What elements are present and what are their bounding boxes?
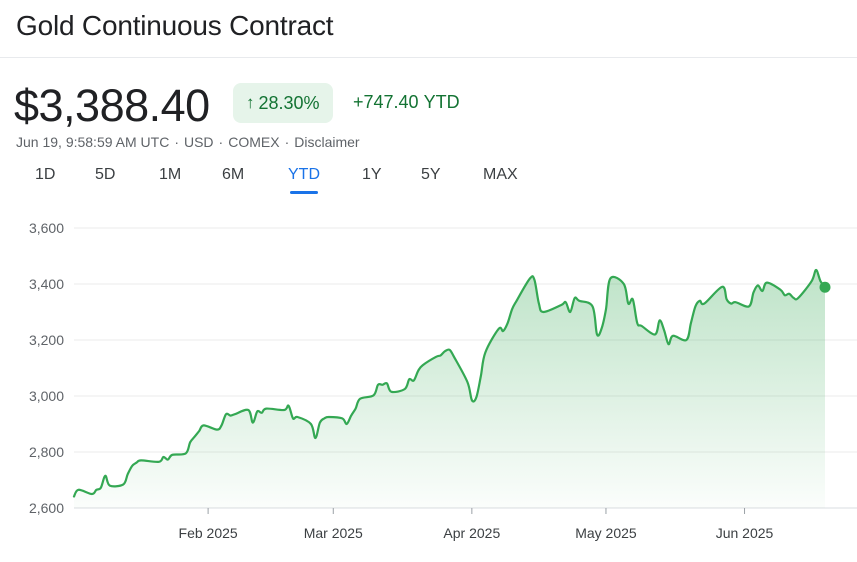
quote-exchange: COMEX [228, 134, 280, 150]
tab-1d[interactable]: 1D [35, 166, 56, 183]
header-divider [0, 57, 857, 58]
x-tick-label: Feb 2025 [179, 525, 238, 541]
price-area [74, 270, 825, 508]
meta-separator: · [174, 134, 179, 150]
meta-separator: · [284, 134, 290, 150]
meta-separator: · [218, 134, 224, 150]
current-price: $3,388.40 [14, 80, 210, 131]
tab-5y[interactable]: 5Y [421, 166, 441, 183]
range-tabs: 1D 5D 1M 6M YTD 1Y 5Y MAX [0, 166, 857, 196]
x-tick-label: May 2025 [575, 525, 637, 541]
arrow-up-icon: ↑ [246, 93, 255, 112]
tab-ytd[interactable]: YTD [288, 166, 320, 194]
change-period: YTD [423, 92, 460, 112]
quote-currency: USD [183, 134, 214, 150]
absolute-change-value: +747.40 [353, 92, 419, 112]
x-tick-label: Jun 2025 [716, 525, 774, 541]
page-title: Gold Continuous Contract [16, 10, 334, 41]
tab-5d[interactable]: 5D [95, 166, 116, 183]
y-tick-label: 3,000 [29, 388, 64, 404]
x-tick-label: Mar 2025 [304, 525, 363, 541]
tab-max[interactable]: MAX [483, 166, 518, 183]
y-tick-label: 2,800 [29, 444, 64, 460]
last-price-point [819, 281, 831, 293]
price-line [72, 268, 827, 498]
quote-meta: Jun 19, 9:58:59 AM UTC · USD · COMEX · Disclai… [16, 134, 360, 150]
y-tick-label: 3,600 [29, 220, 64, 236]
x-tick-label: Apr 2025 [443, 525, 500, 541]
tab-6m[interactable]: 6M [222, 166, 245, 183]
x-axis: Feb 2025 Mar 2025 Apr 2025 May 2025 Jun 2025 [179, 508, 774, 541]
price-chart[interactable]: 2,600 2,800 3,000 3,200 3,400 3,600 Feb 2025 M… [0, 205, 857, 555]
y-tick-label: 2,600 [29, 500, 64, 516]
percent-change-badge: ↑ 28.30% [233, 83, 333, 123]
absolute-change: +747.40 YTD [353, 92, 465, 113]
y-tick-label: 3,400 [29, 276, 64, 292]
tab-1m[interactable]: 1M [159, 166, 182, 183]
percent-change-value: 28.30% [258, 92, 320, 113]
tab-1y[interactable]: 1Y [362, 166, 382, 183]
quote-timestamp: Jun 19, 9:58:59 AM UTC [16, 134, 170, 150]
disclaimer-link[interactable]: Disclaimer [294, 134, 360, 150]
y-tick-label: 3,200 [29, 332, 64, 348]
y-axis: 2,600 2,800 3,000 3,200 3,400 3,600 [29, 220, 64, 516]
